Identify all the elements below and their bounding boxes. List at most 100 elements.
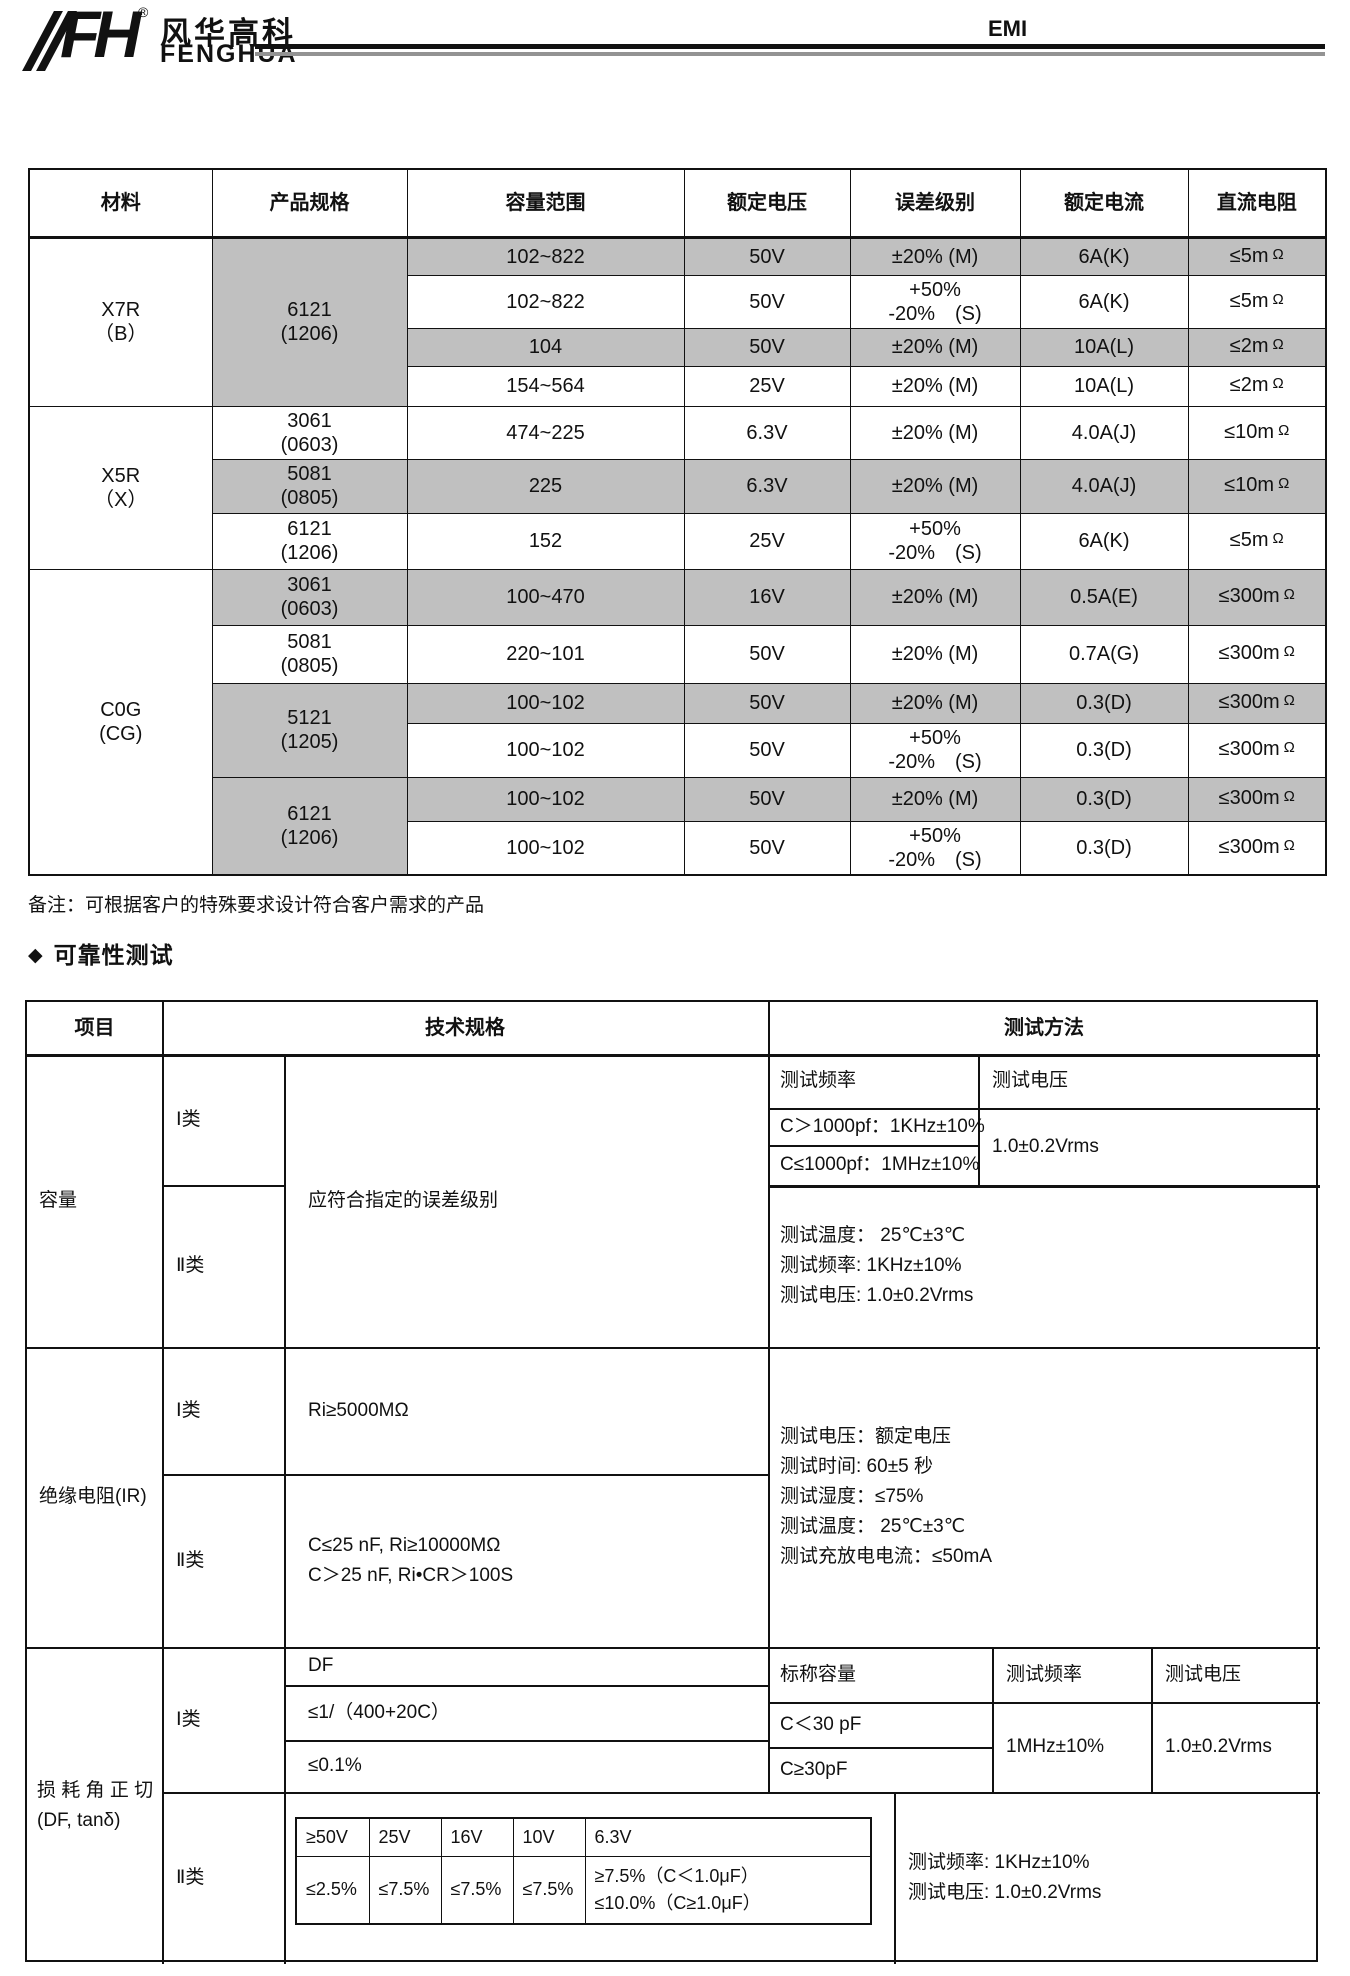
nominal-cap-header: 标称容量 — [780, 1663, 857, 1685]
voltage-cell: 6.3V — [683, 458, 851, 514]
grid-line — [992, 1647, 994, 1792]
mini-df-value: ≤7.5% — [368, 1855, 442, 1925]
current-cell: 6A(K) — [1019, 512, 1189, 570]
table-row: 5081 (0805) 220~101 50V ±20% (M) 0.7A(G) … — [29, 624, 1327, 684]
voltage-cell: 6.3V — [683, 405, 851, 460]
tolerance-cell: ±20% (M) — [849, 405, 1021, 460]
resistance-cell: ≤10m Ω — [1187, 458, 1327, 514]
current-cell: 0.3(D) — [1019, 682, 1189, 724]
diamond-icon: ◆ — [28, 945, 44, 966]
remark-note: 备注：可根据客户的特殊要求设计符合客户需求的产品 — [28, 895, 485, 916]
mini-voltage-header: ≥50V — [295, 1817, 370, 1857]
col-header-item: 项目 — [74, 1017, 115, 1039]
ohm-symbol: Ω — [1283, 692, 1295, 709]
table-row: 100~102 50V +50% -20% (S) 0.3(D) ≤300m Ω — [29, 820, 1327, 875]
grid-line — [162, 1002, 164, 1964]
material-cell: C0G (CG) — [28, 568, 213, 875]
item-capacity: 容量 — [39, 1189, 78, 1211]
tolerance-cell: ±20% (M) — [849, 458, 1021, 514]
material-cell: X5R （X） — [28, 405, 213, 570]
voltage-value: 1.0±0.2Vrms — [1165, 1736, 1272, 1757]
grid-line — [27, 1647, 1320, 1649]
table-row: 5081 (0805) 225 6.3V ±20% (M) 4.0A(J) ≤10… — [29, 458, 1327, 514]
table-header-row: 材料 产品规格 容量范围 额定电压 误差级别 额定电流 直流电阻 — [28, 168, 1327, 239]
cap-range-cell: 102~822 — [406, 236, 685, 276]
test-voltage-header: 测试电压 — [992, 1070, 1069, 1091]
table-row: 154~564 25V ±20% (M) 10A(L) ≤2m Ω — [29, 365, 1327, 407]
resistance-cell: ≤5m Ω — [1187, 512, 1327, 570]
tolerance-cell: ±20% (M) — [849, 776, 1021, 822]
tolerance-cell: ±20% (M) — [849, 568, 1021, 626]
item-insulation-resistance: 绝缘电阻(IR) — [39, 1486, 147, 1507]
spec-cell: 6121 (1206) — [211, 776, 408, 875]
cap-range-cell: 152 — [406, 512, 685, 570]
table-row: 104 50V ±20% (M) 10A(L) ≤2m Ω — [29, 327, 1327, 367]
tolerance-cell: +50% -20% (S) — [849, 512, 1021, 570]
logo-monogram: FH — [60, 0, 141, 71]
ir-spec-class1: Ri≥5000MΩ — [308, 1399, 409, 1421]
cap-range-cell: 220~101 — [406, 624, 685, 684]
table-row: X5R （X） 3061 (0603) 474~225 6.3V ±20% (M) … — [28, 405, 1327, 570]
voltage-value: 1.0±0.2Vrms — [992, 1135, 1099, 1157]
tolerance-cell: ±20% (M) — [849, 365, 1021, 407]
col-header-cap-range: 容量范围 — [406, 168, 685, 239]
ohm-symbol: Ω — [1283, 788, 1295, 805]
voltage-cell: 50V — [683, 327, 851, 367]
capacity-spec: 应符合指定的误差级别 — [308, 1189, 499, 1211]
grid-line — [284, 1054, 286, 1964]
voltage-cell: 50V — [683, 624, 851, 684]
df-spec-class1a: ≤1/（400+20C） — [308, 1701, 450, 1723]
col-header-rated-current: 额定电流 — [1019, 168, 1189, 239]
page-header: FH ® 风华高科 FENGHUA EMI — [0, 0, 1350, 100]
spec-cell: 5081 (0805) — [211, 624, 408, 684]
voltage-cell: 50V — [683, 682, 851, 724]
spec-cell: 6121 (1206) — [211, 512, 408, 570]
freq-condition-1: C＞1000pf：1KHz±10% — [780, 1115, 985, 1137]
ir-method: 测试电压：额定电压 测试时间: 60±5 秒 测试湿度：≤75% 测试温度： 2… — [780, 1426, 993, 1567]
cap-range-cell: 100~102 — [406, 820, 685, 875]
grid-line — [27, 1347, 1320, 1349]
df-header: DF — [308, 1655, 334, 1676]
current-cell: 4.0A(J) — [1019, 458, 1189, 514]
grid-line — [162, 1474, 768, 1476]
cap-condition-2: C≥30pF — [780, 1758, 848, 1780]
mini-voltage-header: 10V — [512, 1817, 586, 1857]
mini-header-row: ≥50V 25V 16V 10V 6.3V — [295, 1817, 872, 1857]
table-row: 6121 (1206) 152 25V +50% -20% (S) 6A(K) ≤5… — [29, 512, 1327, 570]
ohm-symbol: Ω — [1272, 336, 1284, 353]
grid-line — [162, 1185, 284, 1187]
ohm-symbol: Ω — [1272, 375, 1284, 392]
cap-range-cell: 100~102 — [406, 682, 685, 724]
df-class2-method: 测试频率: 1KHz±10% 测试电压: 1.0±0.2Vrms — [908, 1852, 1102, 1903]
mini-df-value: ≤7.5% — [440, 1855, 514, 1925]
resistance-cell: ≤300m Ω — [1187, 776, 1327, 822]
capacity-class2-method: 测试温度： 25℃±3℃ 测试频率: 1KHz±10% 测试电压: 1.0±0.… — [780, 1225, 974, 1306]
df-class2-mini-table: ≥50V 25V 16V 10V 6.3V ≤2.5% ≤7.5% ≤7.5% … — [295, 1817, 872, 1925]
spec-cell: 6121 (1206) — [211, 236, 408, 407]
col-header-material: 材料 — [28, 168, 213, 239]
spec-cell: 3061 (0603) — [211, 568, 408, 626]
material-cell: X7R （B） — [28, 236, 213, 407]
voltage-cell: 50V — [683, 820, 851, 875]
test-voltage-header: 测试电压 — [1165, 1663, 1242, 1685]
current-cell: 10A(L) — [1019, 365, 1189, 407]
resistance-cell: ≤10m Ω — [1187, 405, 1327, 460]
grid-line — [768, 1002, 770, 1792]
test-freq-header: 测试频率 — [780, 1070, 857, 1091]
cap-condition-1: C＜30 pF — [780, 1713, 862, 1735]
df-spec-class1b: ≤0.1% — [308, 1755, 362, 1776]
ohm-symbol: Ω — [1283, 643, 1295, 660]
current-cell: 0.5A(E) — [1019, 568, 1189, 626]
ohm-symbol: Ω — [1283, 836, 1295, 854]
voltage-cell: 50V — [683, 236, 851, 276]
grid-line — [768, 1702, 1320, 1704]
class-2-label: Ⅱ类 — [176, 1867, 205, 1888]
current-cell: 10A(L) — [1019, 327, 1189, 367]
col-header-test-method: 测试方法 — [1004, 1017, 1084, 1039]
current-cell: 0.3(D) — [1019, 722, 1189, 778]
mini-voltage-header: 6.3V — [584, 1817, 872, 1857]
grid-line — [284, 1685, 768, 1687]
voltage-cell: 50V — [683, 722, 851, 778]
spec-cell: 5081 (0805) — [211, 458, 408, 514]
